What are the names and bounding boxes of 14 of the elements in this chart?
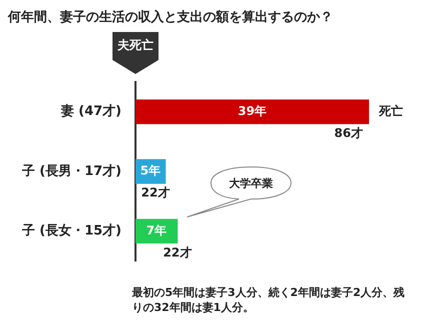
y-tick-label: 子 (長女・15才) bbox=[21, 224, 122, 239]
annotation: 86才 bbox=[334, 126, 363, 140]
data-label: 5年 bbox=[140, 164, 161, 178]
text: 夫死亡 bbox=[116, 38, 154, 52]
annotation: 死亡 bbox=[378, 104, 403, 118]
data-label: 7年 bbox=[146, 223, 167, 238]
data-label: 39年 bbox=[238, 104, 267, 118]
y-tick-label: 子 (長男・17才) bbox=[21, 164, 122, 179]
annotation: 大学卒業 bbox=[229, 177, 274, 190]
annotation: 22才 bbox=[163, 245, 192, 260]
y-tick-label: 妻 (47才) bbox=[60, 103, 122, 120]
text: 最初の5年間は妻子3人分、続く2年間は妻子2人分、残りの32年間は妻1人分。 bbox=[132, 285, 406, 315]
annotation: 22才 bbox=[141, 186, 170, 200]
chart-title: 何年間、妻子の生活の収入と支出の額を算出するのか？ bbox=[8, 8, 334, 26]
